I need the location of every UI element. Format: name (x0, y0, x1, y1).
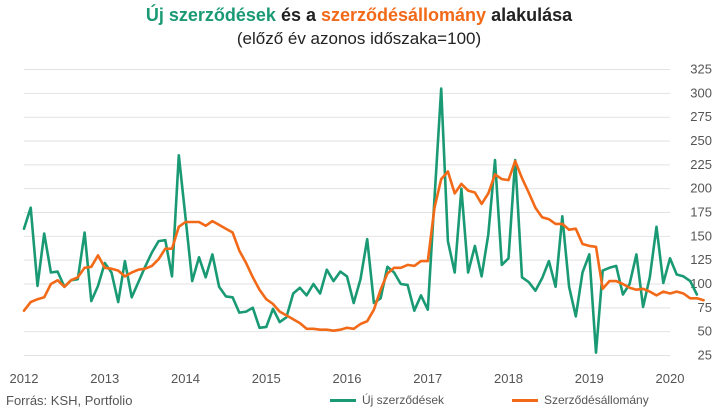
y-tick-label-75: 75 (698, 300, 712, 315)
x-tick-label-2019: 2019 (575, 371, 604, 386)
y-tick-label-50: 50 (698, 324, 712, 339)
chart-title: Új szerződések és a szerződésállomány al… (0, 4, 718, 26)
x-tick-label-2012: 2012 (10, 371, 39, 386)
y-tick-label-275: 275 (690, 109, 712, 124)
title-part-0: Új szerződések (145, 5, 276, 25)
title-part-3: alakulása (486, 5, 573, 25)
y-tick-label-175: 175 (690, 205, 712, 220)
series-line-portfolio (22, 159, 705, 333)
x-tick-label-2016: 2016 (333, 371, 362, 386)
y-tick-label-325: 325 (690, 62, 712, 77)
x-tick-label-2015: 2015 (252, 371, 281, 386)
y-tick-label-25: 25 (698, 347, 712, 362)
x-tick-label-2020: 2020 (656, 371, 685, 386)
source-note: Forrás: KSH, Portfolio (6, 393, 133, 408)
y-tick-label-300: 300 (690, 85, 712, 100)
legend-item-new-contracts: Új szerződések (330, 393, 444, 407)
y-tick-label-100: 100 (690, 276, 712, 291)
legend-item-portfolio: Szerződésállomány (512, 393, 649, 407)
legend-swatch-portfolio (512, 398, 538, 402)
y-tick-label-150: 150 (690, 228, 712, 243)
y-tick-label-250: 250 (690, 133, 712, 148)
y-tick-label-200: 200 (690, 181, 712, 196)
y-tick-label-125: 125 (690, 252, 712, 267)
legend-label-new-contracts: Új szerződések (362, 393, 445, 407)
series-line-new-contracts (22, 87, 699, 354)
title-part-1: és a (275, 5, 321, 25)
legend-label-portfolio: Szerződésállomány (544, 393, 649, 407)
title-part-2: szerződésállomány (320, 5, 487, 25)
legend-swatch-new-contracts (330, 398, 356, 402)
x-tick-label-2014: 2014 (171, 371, 200, 386)
x-tick-label-2018: 2018 (494, 371, 523, 386)
x-tick-label-2013: 2013 (90, 371, 119, 386)
y-tick-label-225: 225 (690, 157, 712, 172)
x-tick-label-2017: 2017 (413, 371, 442, 386)
chart-subtitle: (előző év azonos időszaka=100) (236, 29, 482, 48)
